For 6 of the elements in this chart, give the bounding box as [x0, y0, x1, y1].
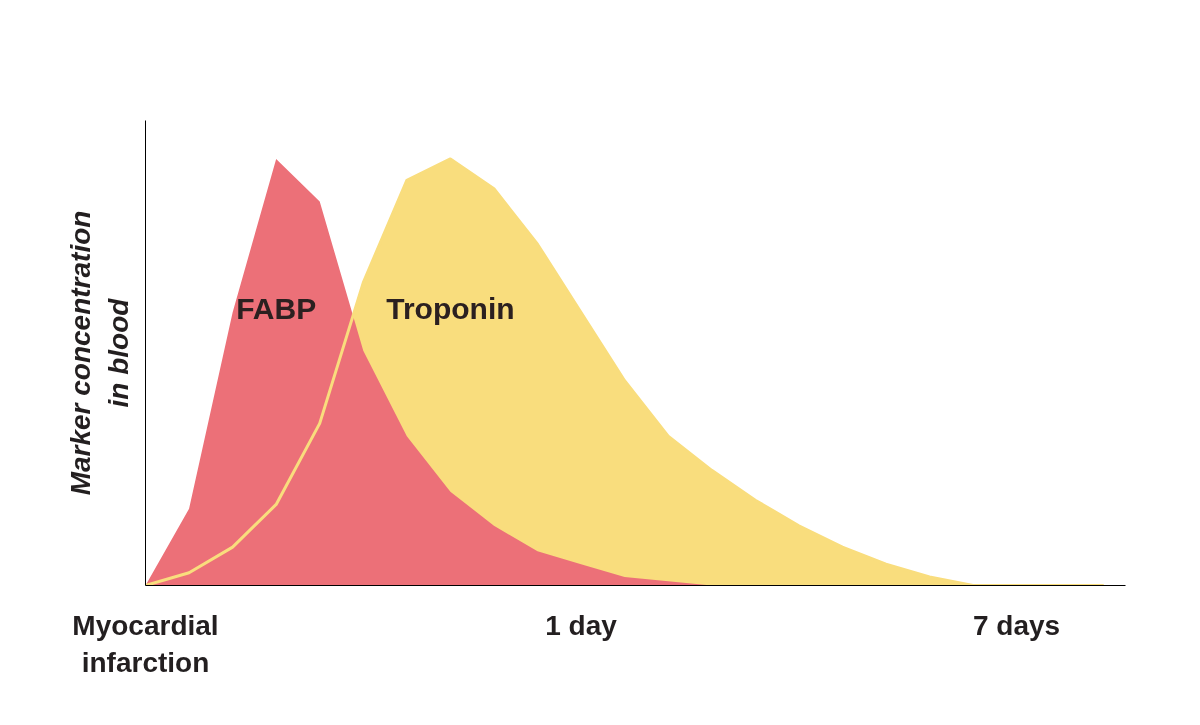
y-axis-title: Marker concentration in blood — [65, 210, 134, 496]
x-tick-label: Myocardial infarction — [72, 609, 219, 678]
series-label: FABP — [236, 291, 317, 325]
series-label: Troponin — [386, 291, 515, 325]
x-tick-label: 1 day — [545, 609, 618, 641]
x-tick-label: 7 days — [973, 609, 1061, 641]
